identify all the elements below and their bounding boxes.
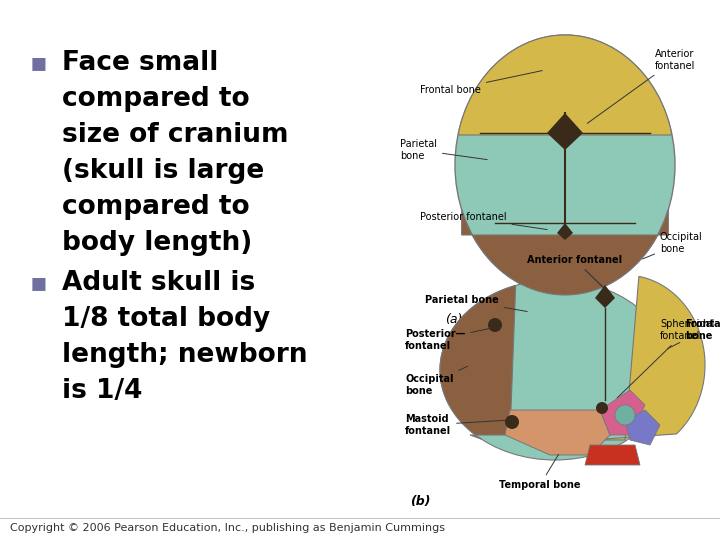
Text: Frontal
bone: Frontal bone [667, 319, 720, 349]
Polygon shape [440, 286, 516, 439]
Circle shape [596, 402, 608, 414]
Text: ▪: ▪ [30, 270, 48, 296]
Text: Posterior fontanel: Posterior fontanel [420, 212, 547, 230]
Circle shape [505, 415, 519, 429]
Text: size of cranium: size of cranium [62, 122, 289, 148]
Polygon shape [557, 223, 573, 240]
Circle shape [488, 318, 502, 332]
Text: compared to: compared to [62, 86, 250, 112]
Polygon shape [505, 410, 610, 455]
Text: Occipital
bone: Occipital bone [642, 232, 703, 259]
Ellipse shape [455, 35, 675, 295]
Text: Frontal bone: Frontal bone [420, 71, 542, 95]
Text: is 1/4: is 1/4 [62, 378, 143, 404]
Text: (skull is large: (skull is large [62, 158, 264, 184]
Text: Temporal bone: Temporal bone [499, 454, 581, 490]
Text: Anterior fontanel: Anterior fontanel [528, 255, 623, 290]
Polygon shape [459, 35, 671, 135]
Text: Parietal
bone: Parietal bone [400, 139, 487, 161]
Polygon shape [595, 285, 615, 308]
Text: Anterior
fontanel: Anterior fontanel [588, 49, 696, 123]
Text: Posterior—
fontanel: Posterior— fontanel [405, 328, 490, 351]
Text: Mastoid
fontanel: Mastoid fontanel [405, 414, 507, 436]
Text: Sphenoidal
fontanel: Sphenoidal fontanel [617, 319, 714, 398]
Text: length; newborn: length; newborn [62, 342, 307, 368]
Polygon shape [462, 210, 668, 295]
Text: body length): body length) [62, 230, 252, 256]
Polygon shape [600, 390, 645, 435]
Polygon shape [547, 113, 583, 150]
Text: Face small: Face small [62, 50, 218, 76]
Text: (a): (a) [445, 313, 462, 326]
Polygon shape [585, 445, 640, 465]
Text: Adult skull is: Adult skull is [62, 270, 256, 296]
Text: ▪: ▪ [30, 50, 48, 76]
Text: compared to: compared to [62, 194, 250, 220]
Text: (b): (b) [410, 495, 431, 508]
Text: Parietal bone: Parietal bone [425, 295, 527, 312]
Text: Copyright © 2006 Pearson Education, Inc., publishing as Benjamin Cummings: Copyright © 2006 Pearson Education, Inc.… [10, 523, 445, 533]
Text: 1/8 total body: 1/8 total body [62, 306, 270, 332]
Circle shape [615, 405, 635, 425]
Polygon shape [625, 410, 660, 445]
Text: Occipital
bone: Occipital bone [405, 366, 467, 396]
Ellipse shape [440, 280, 670, 460]
Polygon shape [590, 276, 705, 440]
